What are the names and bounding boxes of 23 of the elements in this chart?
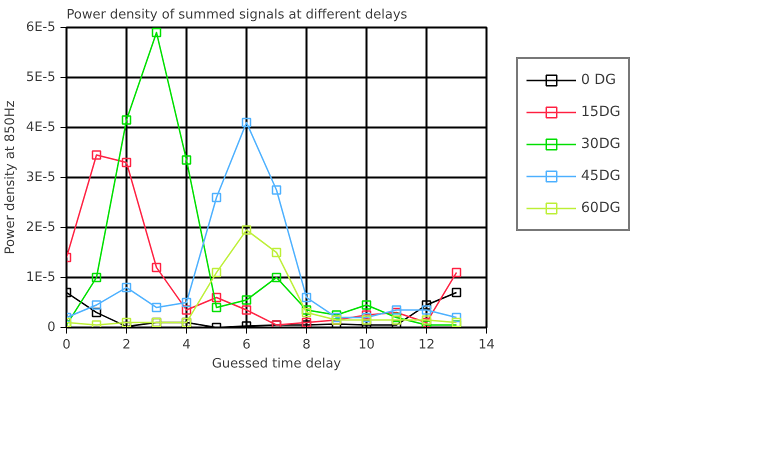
y-tick-label: 1E-5 <box>26 270 56 285</box>
legend-label: 0 DG <box>581 72 616 88</box>
y-tick-label: 2E-5 <box>26 220 56 235</box>
x-tick-label: 10 <box>358 338 375 352</box>
x-tick-label: 4 <box>182 338 191 352</box>
legend-label: 45DG <box>581 168 620 184</box>
legend-label: 15DG <box>581 104 620 120</box>
legend-label: 30DG <box>581 136 620 152</box>
y-tick-label: 3E-5 <box>26 170 56 185</box>
y-tick-label: 5E-5 <box>26 70 56 85</box>
x-tick-label: 6 <box>242 338 251 352</box>
x-tick-label: 14 <box>478 338 495 352</box>
x-axis-title: Guessed time delay <box>212 356 342 372</box>
y-tick-label: 6E-5 <box>26 20 56 35</box>
y-tick-label: 4E-5 <box>26 120 56 135</box>
x-tick-label: 8 <box>302 338 311 352</box>
x-tick-label: 0 <box>62 338 71 352</box>
x-tick-label: 12 <box>418 338 435 352</box>
x-tick-label: 2 <box>122 338 131 352</box>
y-tick-label: 0 <box>47 320 56 335</box>
chart-title: Power density of summed signals at different delays <box>66 8 408 22</box>
y-axis-title: Power density at 850Hz <box>3 100 18 254</box>
legend-label: 60DG <box>581 200 620 216</box>
